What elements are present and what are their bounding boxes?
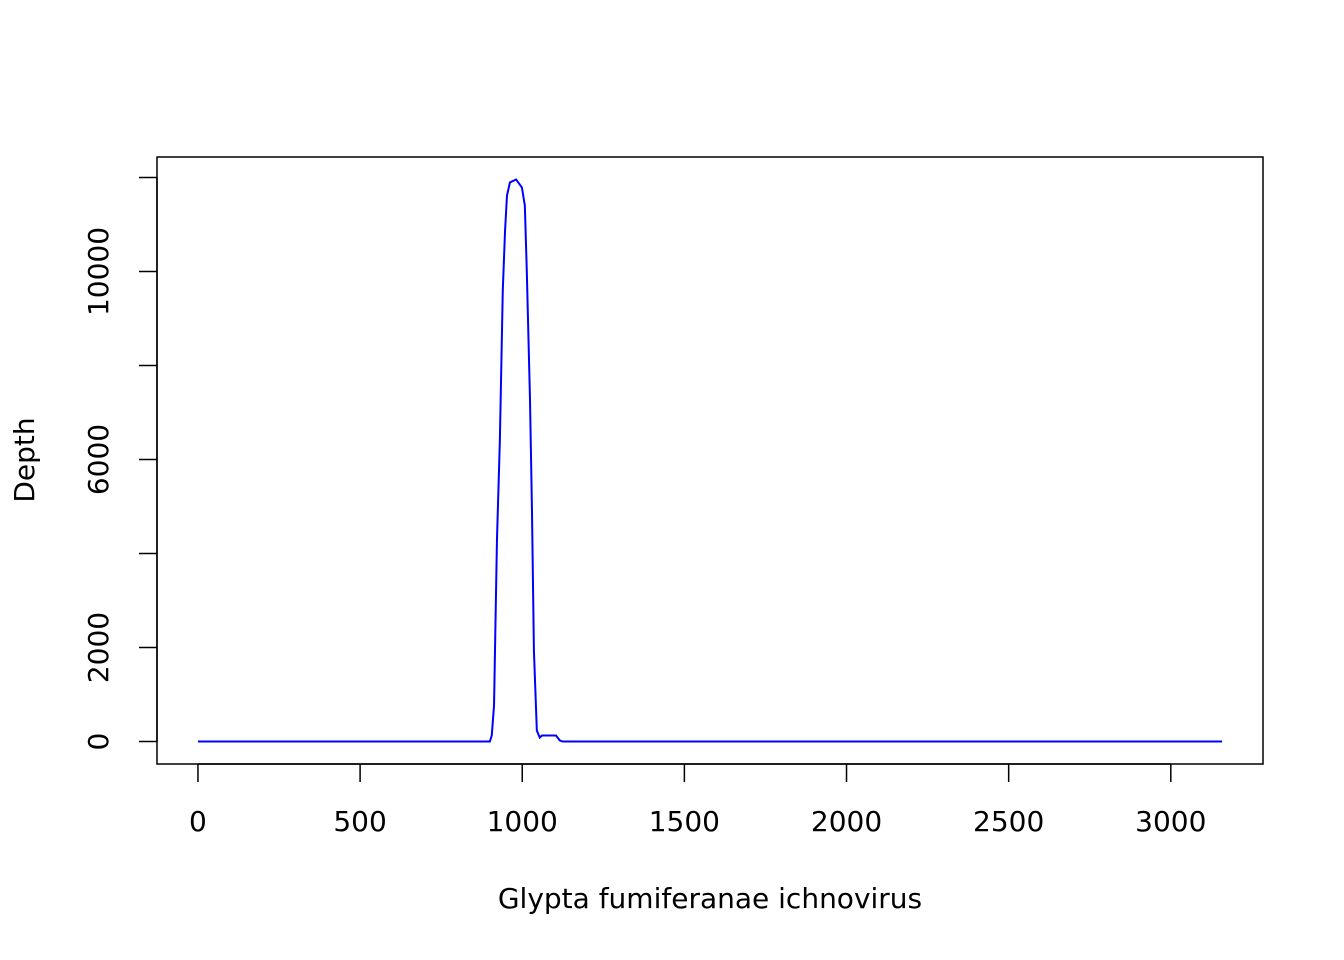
y-tick-label: 0 — [82, 733, 115, 751]
data-line — [197, 178, 1223, 743]
y-tick-label: 6000 — [82, 424, 115, 495]
x-tick-label: 2000 — [811, 805, 882, 838]
x-tick-label: 2500 — [973, 805, 1044, 838]
x-tick-label: 0 — [189, 805, 207, 838]
x-tick-label: 3000 — [1135, 805, 1206, 838]
x-tick-label: 1000 — [487, 805, 558, 838]
x-tick-label: 1500 — [649, 805, 720, 838]
x-axis-label: Glypta fumiferanae ichnovirus — [498, 882, 922, 915]
plot-frame — [156, 156, 1264, 765]
y-tick-label: 10000 — [82, 227, 115, 316]
x-tick-label: 500 — [333, 805, 386, 838]
y-tick-label: 2000 — [82, 612, 115, 683]
y-axis-label: Depth — [8, 417, 41, 502]
